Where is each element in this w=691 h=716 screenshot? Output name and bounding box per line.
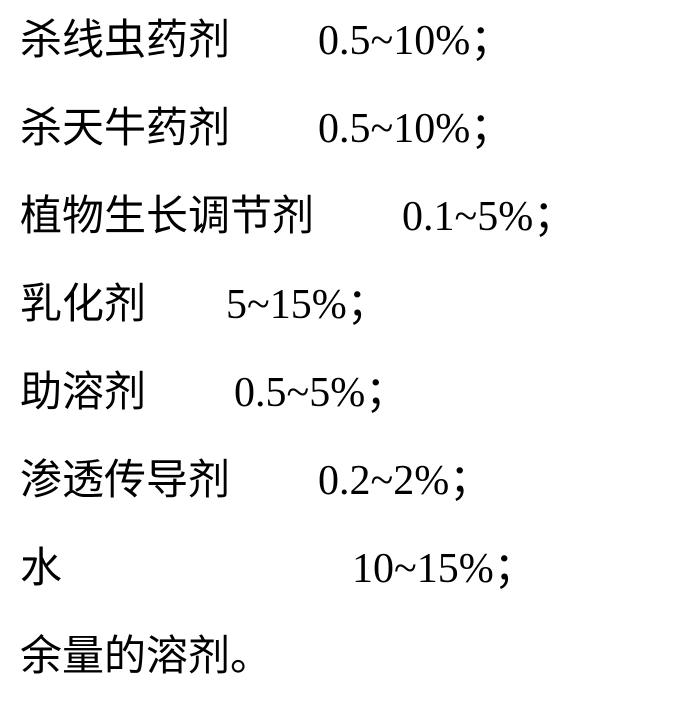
- row-value: 0.2~2%；: [318, 460, 491, 502]
- row-label: 助溶剂: [20, 372, 146, 414]
- row-value: 5~15%；: [226, 284, 389, 326]
- row-label: 杀天牛药剂: [20, 108, 230, 150]
- composition-row: 植物生长调节剂 0.1~5%；: [20, 196, 671, 238]
- composition-list: 杀线虫药剂 0.5~10%； 杀天牛药剂 0.5~10%； 植物生长调节剂 0.1~5%；…: [20, 20, 671, 590]
- tail-text: 余量的溶剂。: [20, 636, 272, 678]
- tail-line: 余量的溶剂。: [20, 636, 671, 678]
- row-value: 0.1~5%；: [402, 196, 575, 238]
- row-label: 水: [20, 548, 62, 590]
- composition-row: 助溶剂 0.5~5%；: [20, 372, 671, 414]
- composition-row: 渗透传导剂 0.2~2%；: [20, 460, 671, 502]
- row-value: 0.5~5%；: [234, 372, 407, 414]
- row-label: 乳化剂: [20, 284, 146, 326]
- row-value: 0.5~10%；: [318, 108, 512, 150]
- composition-row: 水 10~15%；: [20, 548, 671, 590]
- row-label: 渗透传导剂: [20, 460, 230, 502]
- row-label: 植物生长调节剂: [20, 196, 314, 238]
- row-value: 10~15%；: [352, 548, 536, 590]
- composition-row: 杀天牛药剂 0.5~10%；: [20, 108, 671, 150]
- row-value: 0.5~10%；: [318, 20, 512, 62]
- composition-row: 乳化剂 5~15%；: [20, 284, 671, 326]
- document-page: 杀线虫药剂 0.5~10%； 杀天牛药剂 0.5~10%； 植物生长调节剂 0.1~5%；…: [0, 0, 691, 716]
- row-label: 杀线虫药剂: [20, 20, 230, 62]
- composition-row: 杀线虫药剂 0.5~10%；: [20, 20, 671, 62]
